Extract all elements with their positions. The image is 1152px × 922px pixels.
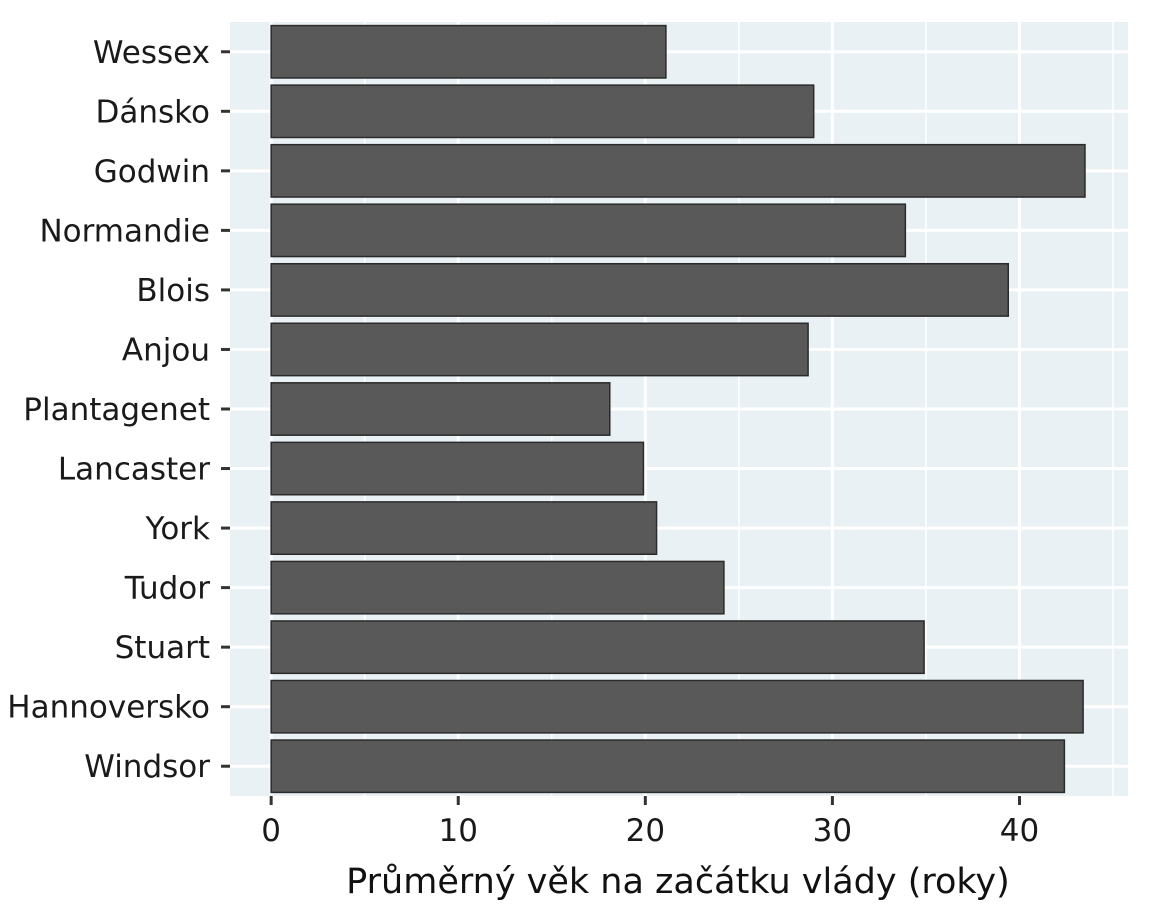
bar-normandie [270,203,907,258]
bar-godwin [270,143,1086,198]
bars [270,24,1086,794]
x-tick-label: 10 [439,813,478,849]
y-tick-label: Tudor [124,571,211,607]
bar-tudor [270,560,725,615]
y-tick-label: Anjou [122,332,210,368]
bar-lancaster [270,441,645,496]
bar-york [270,501,658,556]
y-tick-label: Plantagenet [23,392,210,428]
y-tick-label: Normandie [39,213,210,249]
y-tick-label: Lancaster [58,452,210,488]
y-tick-label: Godwin [94,154,210,190]
y-tick-label: Windsor [84,749,210,785]
bar-blois [270,262,1010,317]
bar-wessex [270,24,667,79]
x-tick-label: 0 [261,813,281,849]
bar-dánsko [270,84,815,139]
x-tick-label: 20 [626,813,665,849]
x-axis-title: Průměrný věk na začátku vlády (roky) [346,862,1010,902]
y-tick-label: Wessex [93,35,210,71]
x-axis: 0 10 20 30 40 [261,796,1039,849]
y-tick-label: Hannoversko [7,690,210,726]
bar-windsor [270,739,1066,794]
y-tick-label: Stuart [115,630,210,666]
bar-anjou [270,322,809,377]
y-tick-label: York [145,511,211,547]
bar-stuart [270,620,925,675]
x-tick-label: 40 [1000,813,1039,849]
x-tick-label: 30 [813,813,852,849]
y-axis: Wessex Dánsko Godwin Normandie Blois Anjou Pla… [7,35,230,785]
bar-hannoversko [270,679,1084,734]
y-tick-label: Dánsko [96,94,210,130]
bar-plantagenet [270,382,611,436]
y-tick-label: Blois [136,273,210,309]
